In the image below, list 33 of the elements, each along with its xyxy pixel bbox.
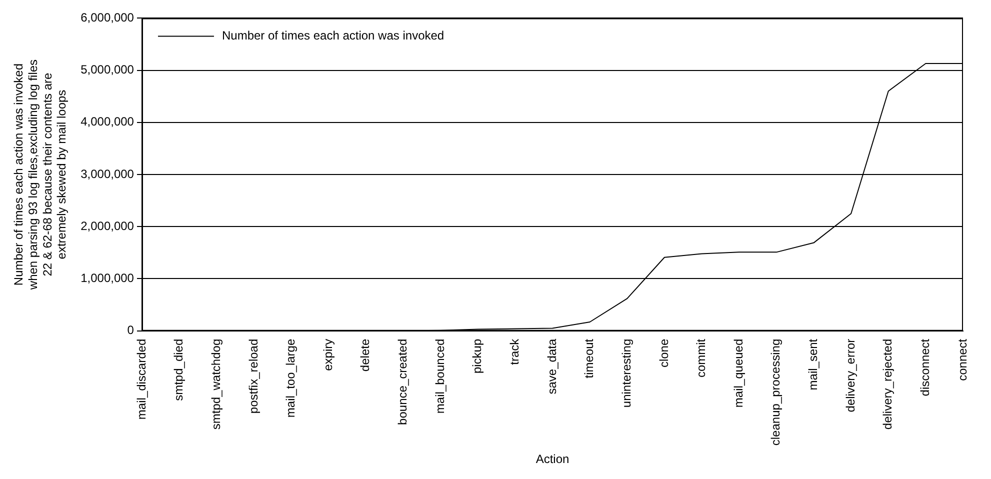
x-tick-label: mail_too_large: [284, 338, 298, 418]
x-tick-label: expiry: [320, 338, 335, 371]
x-tick-label: uninteresting: [619, 338, 634, 408]
x-tick-label: clone: [656, 338, 671, 368]
x-tick-label: save_data: [544, 338, 559, 394]
x-tick-label: smtpd_died: [172, 338, 186, 401]
legend-label: Number of times each action was invoked: [222, 28, 444, 43]
x-tick-label: connect: [955, 338, 970, 381]
x-tick-label: timeout: [582, 338, 596, 378]
x-tick-label: postfix_reload: [246, 338, 260, 414]
x-tick-label: mail_discarded: [134, 338, 148, 420]
y-tick-label: 1,000,000: [80, 271, 134, 286]
x-tick-label: mail_sent: [806, 338, 820, 390]
x-tick-label: commit: [694, 338, 708, 378]
x-tick-label: bounce_created: [396, 338, 410, 425]
x-tick-label: disconnect: [918, 338, 932, 396]
x-tick-label: delivery_rejected: [880, 338, 895, 430]
x-tick-label: pickup: [470, 338, 484, 374]
x-tick-label: track: [507, 338, 522, 365]
y-axis-title: Number of times each action was invoked when parsing 93 log files,excluding log files 22 & 62-68 because their contents are extremely skewed by mail loops: [12, 59, 69, 291]
x-tick-label: mail_bounced: [432, 338, 447, 414]
x-tick-label: delivery_error: [843, 338, 858, 412]
x-tick-label: cleanup_processing: [768, 338, 783, 446]
y-tick-label: 3,000,000: [80, 166, 134, 181]
y-tick-label: 4,000,000: [80, 114, 134, 129]
x-axis-title: Action: [536, 452, 570, 466]
y-tick-label: 0: [127, 323, 134, 338]
x-tick-label: mail_queued: [731, 338, 746, 408]
y-tick-label: 2,000,000: [80, 218, 134, 233]
y-tick-label: 5,000,000: [80, 62, 134, 77]
x-tick-label: smtpd_watchdog: [208, 338, 223, 430]
x-tick-label: delete: [358, 338, 372, 372]
y-tick-label: 6,000,000: [80, 10, 134, 25]
